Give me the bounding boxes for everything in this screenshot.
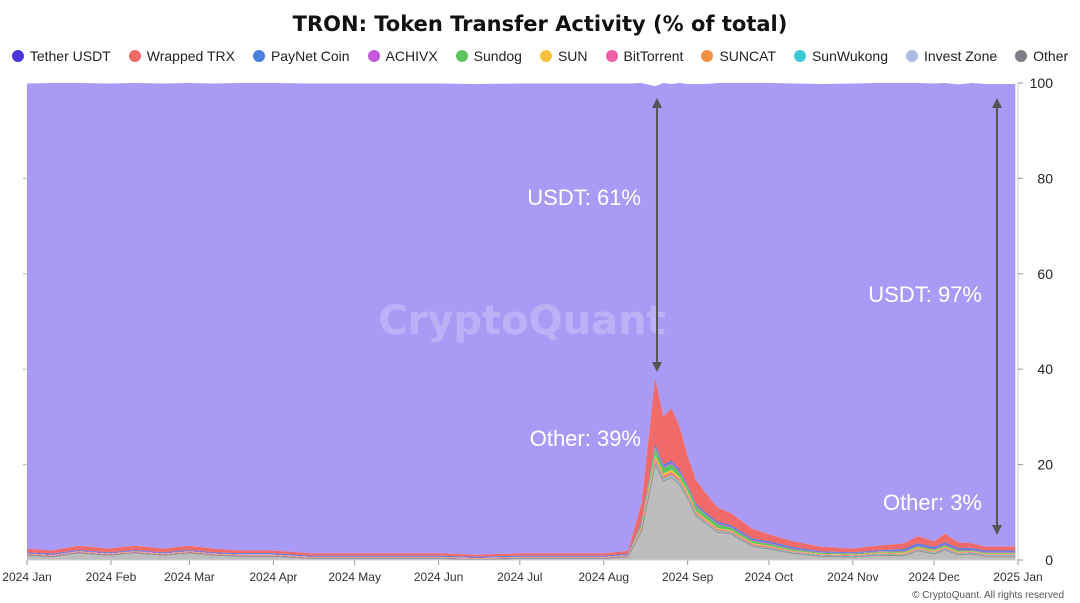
legend-item[interactable]: SUN	[539, 48, 588, 64]
x-tick-label: 2024 Aug	[578, 570, 629, 584]
legend-label: Sundog	[473, 48, 522, 64]
legend-label: SunWukong	[811, 48, 888, 64]
legend-swatch	[605, 50, 618, 62]
legend-item[interactable]: BitTorrent	[605, 48, 684, 64]
legend-label: SUNCAT	[719, 48, 776, 64]
x-tick-label: 2024 Jul	[497, 570, 542, 584]
x-tick-label: 2024 Dec	[908, 570, 959, 584]
y-tick-label: 80	[1037, 170, 1053, 186]
x-tick-label: 2024 Nov	[827, 570, 878, 584]
x-tick-label: 2024 Jan	[2, 570, 51, 584]
annotation-label: USDT: 61%	[527, 185, 641, 210]
legend-swatch	[252, 50, 265, 62]
legend-item[interactable]: PayNet Coin	[252, 48, 350, 64]
legend-item[interactable]: Wrapped TRX	[128, 48, 235, 64]
chart-title: TRON: Token Transfer Activity (% of tota…	[292, 12, 788, 36]
series-line-other	[26, 463, 1016, 560]
legend-label: ACHIVX	[385, 48, 438, 64]
legend-swatch	[367, 50, 380, 62]
legend-label: Tether USDT	[29, 48, 111, 64]
area-series-sundog	[27, 447, 1016, 559]
x-tick-label: 2024 Sep	[662, 570, 714, 584]
x-tick-label: 2024 Jun	[414, 570, 463, 584]
area-series-wrapped-trx	[27, 377, 1016, 557]
x-tick-label: 2024 Feb	[86, 570, 137, 584]
legend-item[interactable]: Invest Zone	[905, 48, 998, 64]
legend-label: SUN	[557, 48, 588, 64]
legend-swatch	[905, 50, 918, 62]
legend-swatch	[1015, 50, 1028, 62]
annotation-label: Other: 39%	[530, 426, 641, 451]
legend-swatch	[11, 50, 24, 62]
annotation-label: Other: 3%	[883, 490, 982, 515]
y-tick-label: 0	[1045, 552, 1053, 568]
legend-label: Other	[1033, 48, 1069, 64]
legend-item[interactable]: SUNCAT	[701, 48, 776, 64]
legend-swatch	[128, 50, 141, 62]
legend-item[interactable]: Other	[1015, 48, 1068, 64]
annotation-arrow-aug	[652, 98, 662, 372]
y-tick-label: 100	[1030, 75, 1054, 91]
annotation-label: USDT: 97%	[868, 282, 982, 307]
legend-label: PayNet Coin	[270, 48, 350, 64]
chart-legend: Tether USDT Wrapped TRX PayNet Coin ACHIVX S…	[0, 48, 1080, 64]
legend-label: Wrapped TRX	[146, 48, 235, 64]
annotation-arrow-dec	[992, 98, 1002, 535]
x-tick-label: 2025 Jan	[993, 570, 1042, 584]
legend-swatch	[793, 50, 806, 62]
legend-label: Invest Zone	[923, 48, 998, 64]
y-tick-label: 20	[1037, 457, 1053, 473]
watermark-text: CryptoQuant	[378, 298, 665, 344]
x-tick-label: 2024 Apr	[249, 570, 297, 584]
legend-item[interactable]: Sundog	[455, 48, 522, 64]
legend-item[interactable]: Tether USDT	[11, 48, 111, 64]
y-tick-label: 60	[1037, 266, 1053, 282]
y-tick-label: 40	[1037, 361, 1053, 377]
legend-label: BitTorrent	[623, 48, 684, 64]
legend-swatch	[455, 50, 468, 62]
legend-swatch	[539, 50, 552, 62]
x-tick-label: 2024 Oct	[745, 570, 794, 584]
x-tick-label: 2024 May	[328, 570, 381, 584]
area-series-tether-usdt	[27, 83, 1016, 555]
legend-swatch	[701, 50, 714, 62]
legend-item[interactable]: ACHIVX	[367, 48, 438, 64]
area-series-sun	[27, 455, 1016, 559]
legend-item[interactable]: SunWukong	[793, 48, 888, 64]
copyright-notice: © CryptoQuant. All rights reserved	[912, 590, 1064, 601]
x-tick-label: 2024 Mar	[164, 570, 215, 584]
